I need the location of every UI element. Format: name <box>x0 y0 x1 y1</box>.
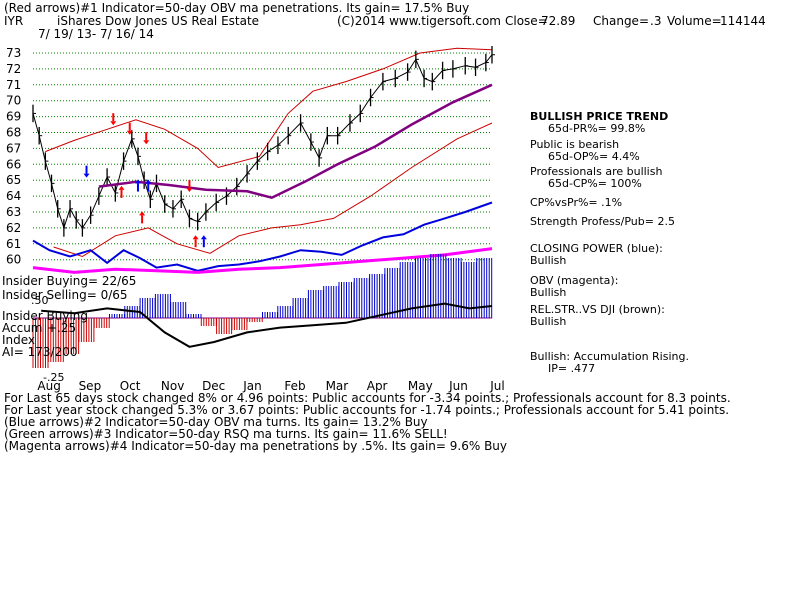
volume-value: 114144 <box>720 14 766 28</box>
trend-title: BULLISH PRICE TREND <box>530 110 669 123</box>
indicator-2: (Blue arrows)#2 Indicator=50-day OBV ma … <box>4 415 428 429</box>
accum-minus: -.25 <box>43 371 65 384</box>
insider-buying: Insider Buying= 22/65 <box>2 274 137 288</box>
closing-power-status: Bullish <box>530 254 567 267</box>
close-label: Close= <box>505 14 548 28</box>
upper-band-line <box>45 47 493 169</box>
signal-arrow-head <box>145 179 152 184</box>
y-tick-label: 66 <box>6 157 21 171</box>
month-label: May <box>408 379 433 393</box>
op-pct: 65d-OP%= 4.4% <box>548 150 640 163</box>
y-tick-label: 68 <box>6 126 21 140</box>
month-label: Feb <box>284 379 305 393</box>
signal-arrow-head <box>200 235 207 240</box>
signal-arrow-head <box>118 185 125 190</box>
pr-pct: 65d-PR%= 99.8% <box>548 122 646 135</box>
ip-value: IP= .477 <box>548 362 596 375</box>
indicator-1-title: (Red arrows)#1 Indicator=50-day OBV ma p… <box>4 1 470 15</box>
month-label: Sep <box>79 379 102 393</box>
month-label: Jun <box>448 379 468 393</box>
y-tick-label: 71 <box>6 78 21 92</box>
change-label: Change= <box>593 14 649 28</box>
price-line <box>32 54 493 230</box>
signal-arrow-head <box>192 235 199 240</box>
cp-vs-pr: CP%vsPr%= .1% <box>530 196 623 209</box>
relstr-label: REL.STR..VS DJI (brown): <box>530 303 665 316</box>
ai-value: AI= 173/200 <box>2 345 78 359</box>
index-label: Index <box>2 333 36 347</box>
signal-arrow-head <box>139 211 146 216</box>
signal-arrow-head <box>83 173 90 178</box>
y-tick-label: 60 <box>6 253 21 267</box>
y-tick-label: 64 <box>6 189 21 203</box>
y-tick-label: 67 <box>6 141 21 155</box>
y-tick-label: 65 <box>6 173 21 187</box>
volume-label: Volume= <box>667 14 722 28</box>
footer-year: For Last year stock changed 5.3% or 3.67… <box>4 403 730 417</box>
obv-status: Bullish <box>530 286 567 299</box>
month-label: Nov <box>161 379 184 393</box>
ma50-line <box>98 83 493 200</box>
y-tick-label: 70 <box>6 94 21 108</box>
obv-line <box>32 247 493 274</box>
accum-title: Insider Buying <box>2 309 88 323</box>
month-label: Dec <box>202 379 225 393</box>
y-tick-label: 73 <box>6 46 21 60</box>
accum-plus: +.25 <box>47 321 77 335</box>
professionals-status: Professionals are bullish <box>530 165 663 178</box>
closing-power-line <box>32 201 493 272</box>
signal-arrow-head <box>134 179 141 184</box>
signal-arrow-head <box>186 187 193 192</box>
signal-arrow-head <box>110 121 117 126</box>
date-range: 7/ 19/ 13- 7/ 16/ 14 <box>38 27 154 41</box>
relative-strength-line <box>41 302 493 348</box>
signal-arrow-head <box>126 130 133 135</box>
indicator-3: (Green arrows)#3 Indicator=50-day RSQ ma… <box>4 427 448 441</box>
obv-label: OBV (magenta): <box>530 274 619 287</box>
public-status: Public is bearish <box>530 138 620 151</box>
closing-power-label: CLOSING POWER (blue): <box>530 242 663 255</box>
y-tick-label: 72 <box>6 62 21 76</box>
indicator-4: (Magenta arrows)#4 Indicator=50-day ma p… <box>4 439 508 453</box>
footer-65days: For Last 65 days stock changed 8% or 4.9… <box>4 391 731 405</box>
month-label: Aug <box>37 379 60 393</box>
tick-050: .50 <box>31 294 49 307</box>
signal-arrow-head <box>143 140 150 145</box>
relstr-status: Bullish <box>530 315 567 328</box>
strength-ratio: Strength Profess/Pub= 2.5 <box>530 215 675 228</box>
lower-band-line <box>53 122 493 258</box>
fund-name: iShares Dow Jones US Real Estate <box>57 14 260 28</box>
month-label: Mar <box>326 379 349 393</box>
y-tick-label: 63 <box>6 205 21 219</box>
month-label: Oct <box>120 379 141 393</box>
y-tick-label: 61 <box>6 237 21 251</box>
ticker: IYR <box>4 14 24 28</box>
change-value: .3 <box>650 14 662 28</box>
y-tick-label: 69 <box>6 110 21 124</box>
accumulation-status: Bullish: Accumulation Rising. <box>530 350 689 363</box>
insider-selling: Insider Selling= 0/65 <box>2 288 128 302</box>
cp-pct: 65d-CP%= 100% <box>548 177 642 190</box>
accum-label: Accum <box>2 321 43 335</box>
month-label: Jul <box>489 379 504 393</box>
month-label: Jan <box>242 379 262 393</box>
copyright: (C)2014 www.tigersoft.com <box>337 14 501 28</box>
y-tick-label: 62 <box>6 221 21 235</box>
month-label: Apr <box>367 379 388 393</box>
close-value: 72.89 <box>541 14 576 28</box>
